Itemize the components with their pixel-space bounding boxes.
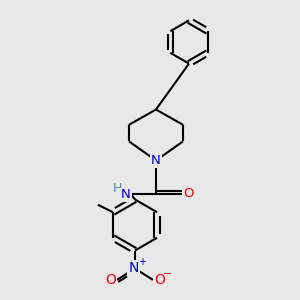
Text: N: N xyxy=(151,154,161,167)
Text: O: O xyxy=(105,273,116,287)
Text: O: O xyxy=(154,273,165,287)
Text: H: H xyxy=(113,182,123,195)
Text: N: N xyxy=(121,188,131,202)
Text: +: + xyxy=(138,257,146,267)
Text: −: − xyxy=(163,269,172,280)
Text: O: O xyxy=(184,187,194,200)
Text: N: N xyxy=(128,262,139,275)
